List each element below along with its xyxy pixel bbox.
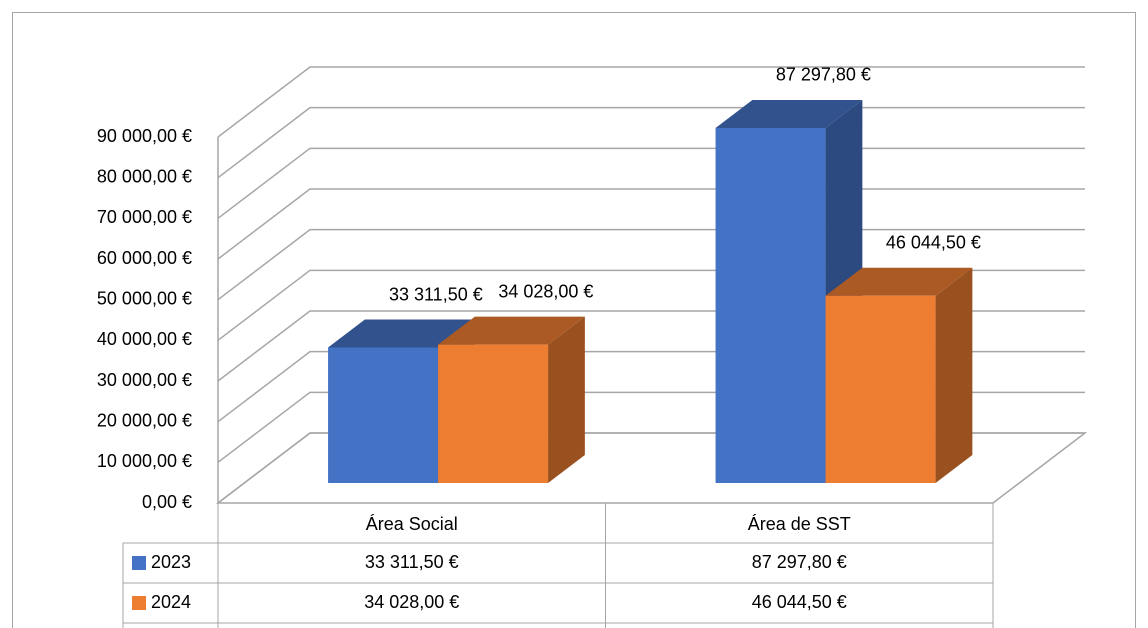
data-label: 34 028,00 € <box>498 281 593 301</box>
y-tick-label: 80 000,00 € <box>97 166 192 186</box>
table-cell: 46 044,50 € <box>752 592 847 612</box>
y-tick-label: 10 000,00 € <box>97 451 192 471</box>
bar-top <box>715 99 863 128</box>
table-cell: 87 297,80 € <box>752 552 847 572</box>
y-tick-label: 20 000,00 € <box>97 410 192 430</box>
table-cell: 34 028,00 € <box>364 592 459 612</box>
legend-swatch <box>132 596 146 610</box>
table-header: Área de SST <box>748 514 851 534</box>
data-label: 33 311,50 € <box>389 284 483 304</box>
y-tick-label: 0,00 € <box>142 492 192 512</box>
data-label: 46 044,50 € <box>886 232 981 252</box>
floor <box>215 432 1088 504</box>
grid-line <box>217 66 1085 138</box>
table-header: Área Social <box>366 514 458 534</box>
y-tick-label: 60 000,00 € <box>97 248 192 268</box>
bar-front <box>438 344 549 483</box>
bar <box>438 316 585 483</box>
y-tick-label: 70 000,00 € <box>97 207 192 227</box>
bar-top <box>825 267 973 296</box>
y-tick-label: 30 000,00 € <box>97 370 192 390</box>
table-cell: 33 311,50 € <box>365 552 459 572</box>
y-tick-label: 40 000,00 € <box>97 329 192 349</box>
bar-side <box>935 267 973 483</box>
bar-front <box>825 295 936 483</box>
legend-label: 2023 <box>151 552 191 572</box>
data-label: 87 297,80 € <box>776 65 871 85</box>
bar <box>825 267 973 483</box>
bar-side <box>548 316 585 483</box>
bar-top <box>438 316 585 345</box>
bar-front <box>715 127 826 483</box>
bar-front <box>328 347 439 483</box>
bar-top <box>328 319 475 348</box>
legend-label: 2024 <box>151 592 191 612</box>
legend-swatch <box>132 556 146 570</box>
y-tick-label: 50 000,00 € <box>97 288 192 308</box>
y-tick-label: 90 000,00 € <box>97 126 192 146</box>
